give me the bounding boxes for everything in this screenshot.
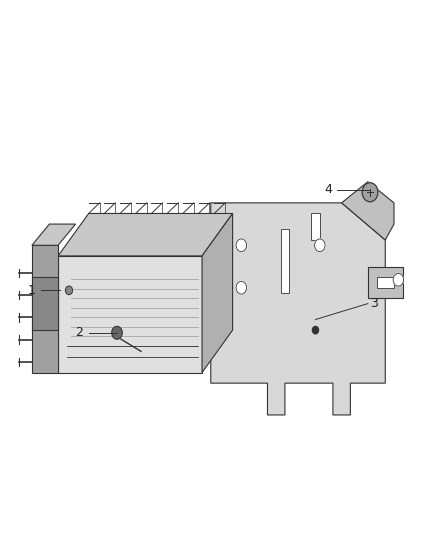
Polygon shape <box>58 256 201 373</box>
Text: 3: 3 <box>369 297 377 310</box>
Text: 2: 2 <box>75 327 83 340</box>
Polygon shape <box>280 229 289 293</box>
Polygon shape <box>32 277 58 330</box>
Circle shape <box>314 239 324 252</box>
Circle shape <box>236 281 246 294</box>
Polygon shape <box>341 182 393 240</box>
Polygon shape <box>376 277 393 288</box>
Polygon shape <box>311 214 319 240</box>
Polygon shape <box>58 214 232 256</box>
Circle shape <box>361 183 377 202</box>
Polygon shape <box>32 224 75 245</box>
Text: 1: 1 <box>28 284 35 297</box>
Polygon shape <box>367 266 402 298</box>
Polygon shape <box>32 245 58 373</box>
Circle shape <box>112 326 122 339</box>
Polygon shape <box>201 214 232 373</box>
Circle shape <box>65 286 72 295</box>
Circle shape <box>312 326 318 334</box>
Text: 4: 4 <box>323 183 331 196</box>
Circle shape <box>392 273 403 286</box>
Circle shape <box>236 239 246 252</box>
Polygon shape <box>210 203 385 415</box>
